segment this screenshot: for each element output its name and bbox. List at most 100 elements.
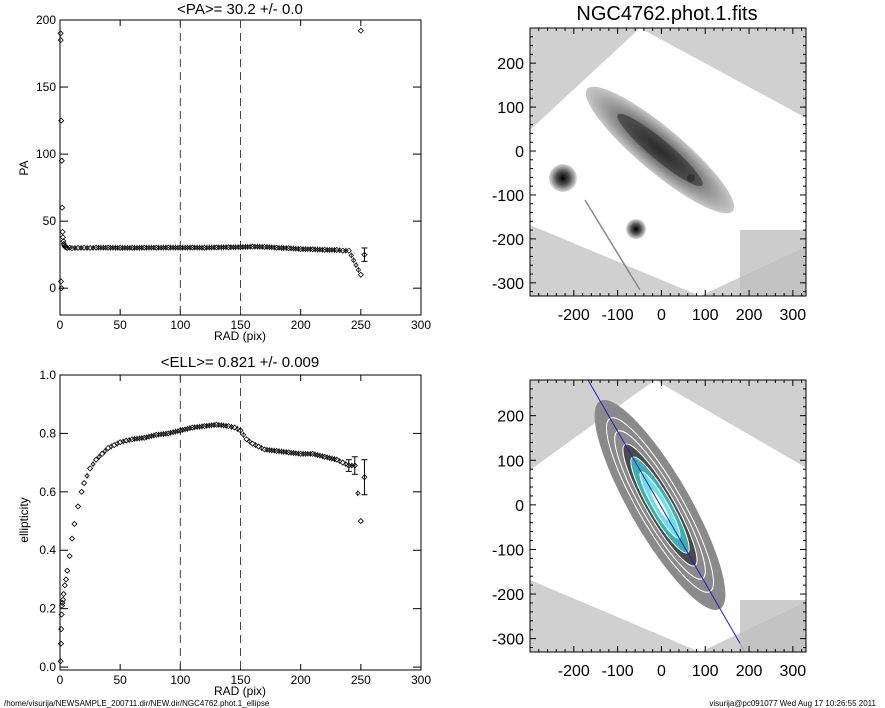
- x-tick-label: 150: [230, 318, 250, 332]
- y-tick-label: 0.6: [39, 485, 56, 499]
- pa-plot-vlines: [179, 20, 241, 315]
- data-point-interp: [271, 244, 277, 251]
- data-point: [309, 450, 316, 457]
- data-point: [123, 437, 130, 444]
- img-x-tick-label: 200: [736, 307, 763, 324]
- data-point-interp: [235, 244, 241, 250]
- data-point: [189, 244, 196, 251]
- galaxy-image-title: NGC4762.phot.1.fits: [576, 3, 757, 25]
- data-point: [357, 517, 364, 525]
- footer-path: /home/visurija/NEWSAMPLE_200711.dir/NEW.…: [4, 699, 270, 708]
- data-point: [74, 244, 82, 252]
- data-point-interp: [175, 428, 181, 434]
- x-tick-label: 250: [351, 673, 371, 687]
- img-x-tick-label: 0: [657, 663, 666, 680]
- data-point: [165, 244, 172, 251]
- data-point-interp: [337, 247, 343, 253]
- galaxy-model-ticks: -200 -100 0 100 200 300 200 100 0 -100 -200 -300: [492, 379, 806, 680]
- data-point-interp: [223, 423, 229, 429]
- data-point: [105, 444, 112, 452]
- bright-star-bottom: [626, 219, 646, 239]
- data-point: [165, 430, 172, 437]
- data-point: [71, 520, 78, 528]
- outlier-point: [357, 27, 364, 34]
- data-point: [309, 246, 316, 253]
- data-point: [189, 424, 196, 431]
- data-point: [345, 247, 352, 254]
- data-point: [285, 449, 292, 456]
- data-point: [93, 244, 100, 251]
- data-point: [111, 442, 118, 449]
- x-tick-label: 200: [291, 318, 311, 332]
- y-tick-label: 1.0: [39, 368, 56, 382]
- data-point-interp: [283, 245, 289, 251]
- data-point-interp: [353, 262, 359, 268]
- pa-plot-ylabel: PA: [17, 160, 31, 175]
- data-point: [261, 446, 268, 453]
- y-tick-label: 200: [36, 13, 56, 27]
- y-tick-label: 0.2: [39, 602, 56, 616]
- data-point: [361, 251, 368, 258]
- img-x-tick-label: -200: [558, 307, 590, 324]
- data-point: [153, 431, 160, 438]
- data-point-interp: [139, 435, 145, 441]
- data-point: [68, 245, 76, 252]
- data-point-interp: [348, 252, 354, 259]
- data-point: [231, 424, 238, 431]
- data-point: [141, 434, 148, 441]
- data-point: [74, 503, 82, 510]
- img-x-tick-label: 100: [692, 663, 719, 680]
- y-tick-label: 0.8: [39, 426, 56, 440]
- data-point: [243, 436, 250, 443]
- data-point-interp: [307, 451, 313, 457]
- img-x-tick-label: 300: [780, 307, 807, 324]
- data-point: [333, 456, 340, 463]
- x-tick-label: 250: [351, 318, 371, 332]
- data-point: [153, 244, 160, 251]
- data-point-interp: [271, 447, 277, 454]
- x-tick-label: 50: [113, 318, 127, 332]
- img-x-tick-label: 200: [736, 663, 763, 680]
- data-point: [81, 480, 88, 487]
- img-y-tick-label: -100: [492, 542, 524, 559]
- data-point-interp: [240, 432, 247, 438]
- img-y-tick-label: 200: [497, 409, 524, 426]
- data-point-interp: [355, 490, 361, 496]
- data-point: [62, 576, 70, 583]
- data-point: [351, 462, 358, 469]
- data-point: [87, 244, 94, 252]
- data-point-interp: [319, 247, 326, 253]
- galaxy-image-ticks: -200 -100 0 100 200 300 200 100 0 -100 -200 -300: [492, 27, 807, 324]
- data-point: [66, 553, 73, 560]
- x-tick-label: 300: [411, 673, 431, 687]
- galaxy-model-image: -200 -100 0 100 200 300 200 100 0 -100 -200 -300: [492, 379, 807, 680]
- data-point: [129, 244, 136, 251]
- galaxy-bulge: [617, 113, 703, 187]
- footer-stamp: visurija@pc091077 Wed Aug 17 10:26:55 20…: [709, 699, 876, 708]
- ellipticity-plot-vlines: [179, 375, 241, 670]
- data-point: [129, 436, 136, 443]
- data-point: [339, 459, 346, 466]
- data-point: [57, 278, 65, 285]
- data-point-interp: [319, 453, 326, 459]
- img-x-tick-label: 100: [692, 307, 719, 324]
- position-angle-line: [587, 380, 746, 652]
- ellipticity-plot-title: <ELL>= 0.821 +/- 0.009: [161, 354, 319, 371]
- img-y-tick-label: -200: [492, 587, 524, 604]
- img-y-tick-label: -100: [492, 188, 524, 205]
- data-point: [255, 443, 262, 450]
- img-y-tick-label: 200: [497, 56, 524, 73]
- data-point: [273, 447, 280, 455]
- img-x-tick-label: -200: [558, 663, 590, 680]
- data-point-interp: [355, 267, 362, 273]
- x-tick-label: 0: [57, 673, 64, 687]
- data-point: [61, 582, 68, 589]
- data-point: [58, 117, 65, 124]
- img-y-tick-label: 100: [497, 100, 524, 117]
- data-point: [237, 244, 244, 251]
- data-point-interp: [307, 246, 313, 252]
- ellipticity-plot: <ELL>= 0.821 +/- 0.009 0 50 100 150 200 250 30…: [17, 354, 431, 698]
- data-point-interp: [151, 432, 157, 439]
- data-point: [297, 245, 304, 253]
